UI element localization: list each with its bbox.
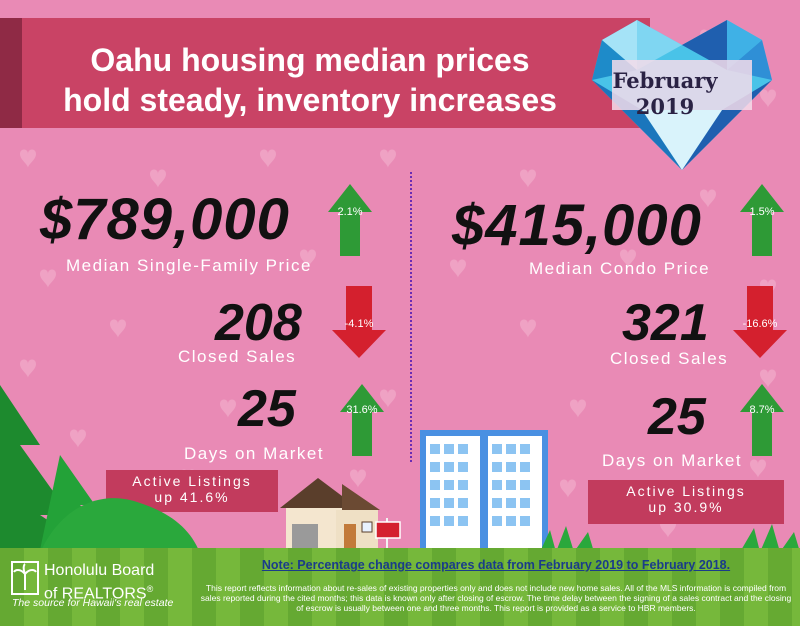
- price-up-arrow-icon: [328, 184, 372, 256]
- single-family-days-label: Days on Market: [184, 444, 325, 463]
- hbr-logo-name: Honolulu Board of REALTORS®: [44, 562, 154, 603]
- single-family-days-on-market: 25: [238, 380, 296, 438]
- condo-closed-label: Closed Sales: [610, 349, 729, 368]
- badge-year: 2019: [635, 94, 695, 119]
- logo-registered-mark: ®: [146, 584, 154, 594]
- single-family-days-change: 31.6%: [346, 404, 378, 416]
- diamond-heart-icon: [592, 20, 772, 170]
- days-up-arrow-icon: [340, 384, 384, 456]
- condo-closed-sales: 321: [622, 294, 709, 352]
- condo-closed-change: -16.6%: [742, 318, 778, 330]
- title-line-1: Oahu housing median prices: [90, 42, 530, 78]
- active-listings-change: up 41.6%: [154, 489, 230, 505]
- hbr-palm-logo-icon: [11, 561, 39, 595]
- condo-price-up-arrow-icon: [740, 184, 784, 256]
- single-family-price-change: 2.1%: [337, 206, 363, 218]
- house-illustration: [280, 478, 401, 552]
- title-line-2: hold steady, inventory increases: [63, 82, 557, 118]
- percentage-note: Note: Percentage change compares data fr…: [261, 558, 731, 572]
- condo-sales-down-arrow-icon: [733, 286, 787, 358]
- active-listings-title: Active Listings: [132, 473, 252, 489]
- footer-stripes: [0, 548, 792, 626]
- condo-active-listings-title: Active Listings: [626, 483, 746, 499]
- sales-down-arrow-icon: [332, 286, 386, 358]
- single-family-closed-sales: 208: [215, 294, 302, 352]
- disclaimer-text: This report reflects information about r…: [200, 583, 792, 613]
- badge-date: February 2019: [600, 68, 730, 120]
- condo-active-listings-change: up 30.9%: [648, 499, 724, 515]
- column-divider: [410, 172, 412, 462]
- logo-line-2: of REALTORS: [44, 585, 147, 603]
- condo-price-change: 1.5%: [749, 206, 775, 218]
- condo-active-listings: Active Listings up 30.9%: [588, 480, 784, 524]
- single-family-price-label: Median Single-Family Price: [66, 256, 312, 275]
- condo-price-label: Median Condo Price: [529, 259, 711, 278]
- condo-days-label: Days on Market: [602, 451, 743, 470]
- condo-days-change: 8.7%: [749, 404, 775, 416]
- single-family-median-price: $789,000: [40, 187, 290, 252]
- logo-line-1: Honolulu Board: [44, 562, 155, 579]
- grass-tufts-illustration: [540, 524, 800, 552]
- condo-days-up-arrow-icon: [740, 384, 784, 456]
- condo-building-illustration: [420, 430, 548, 554]
- condo-median-price: $415,000: [452, 193, 702, 258]
- page-title: Oahu housing median prices hold steady, …: [30, 40, 590, 120]
- badge-month: February: [612, 68, 718, 93]
- grass-hill-illustration: [40, 498, 200, 553]
- single-family-closed-change: -4.1%: [344, 318, 374, 330]
- single-family-active-listings: Active Listings up 41.6%: [106, 470, 278, 512]
- title-banner-edge: [0, 18, 22, 128]
- single-family-closed-label: Closed Sales: [178, 347, 297, 366]
- condo-days-on-market: 25: [648, 388, 706, 446]
- hbr-tagline: The source for Hawaii's real estate: [12, 597, 174, 609]
- title-banner: [0, 18, 650, 128]
